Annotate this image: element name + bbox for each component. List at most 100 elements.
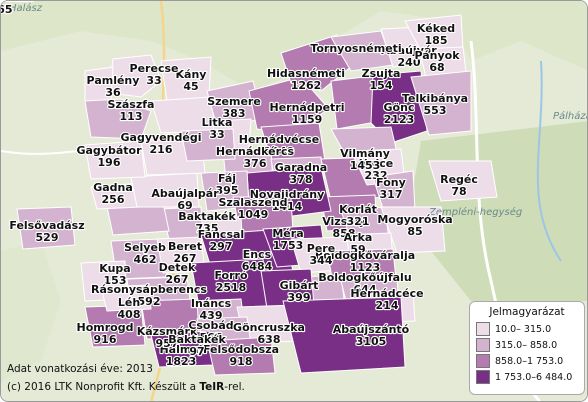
settlement-name-label: Encs <box>243 248 272 261</box>
settlement-value-label: 232 <box>365 169 388 182</box>
region-krasznokvajda[interactable] <box>84 98 152 140</box>
region-felsogagy[interactable] <box>180 128 236 162</box>
settlement-value-label: 462 <box>134 253 157 266</box>
settlement-value-label: 154 <box>370 79 393 92</box>
settlement-value-label: 918 <box>230 355 253 368</box>
settlement-value-label: 321 <box>347 215 370 228</box>
copyright-note: (c) 2016 LTK Nonprofit Kft. Készült a Te… <box>7 381 245 393</box>
settlement-value-label: 376 <box>244 157 267 170</box>
settlement-name-label: Boldogkőváralja <box>315 249 415 262</box>
settlement-value-label: 85 <box>407 225 422 238</box>
settlement-value-label: 68 <box>429 61 444 74</box>
region-gagybator[interactable] <box>84 140 146 180</box>
settlement-value-label: 1414 <box>272 200 303 213</box>
legend-label-3: 858.0–1 753.0 <box>495 355 564 367</box>
settlement-value-label: 383 <box>223 107 246 120</box>
label-palhaza: Pálháza <box>553 110 588 122</box>
region-leh[interactable] <box>100 284 152 312</box>
settlement-value-label: 3105 <box>356 335 387 348</box>
legend-row: 1 753.0–6 484.0 <box>476 369 584 385</box>
settlement-value-label: 256 <box>102 193 125 206</box>
settlement-value-label: 1753 <box>273 239 304 252</box>
settlement-name-label: Gagybátor <box>76 144 142 157</box>
settlement-name-label: Baktakék <box>178 210 236 223</box>
legend-title: Jelmagyarázat <box>489 306 565 318</box>
settlement-name-label: Forró <box>214 269 247 282</box>
settlement-value-label: 1049 <box>264 145 295 158</box>
settlement-name-label: Felsődobsza <box>203 343 279 356</box>
settlement-name-label: Perecse <box>130 62 179 75</box>
legend-swatch-2 <box>476 338 490 352</box>
settlement-name-label: Hernádkércs <box>216 145 295 158</box>
settlement-name-label: Fáj <box>218 172 236 185</box>
settlement-value-label: 185 <box>425 34 448 47</box>
settlement-name-label: Méra <box>272 227 303 240</box>
settlement-value-label: 399 <box>288 291 311 304</box>
region-felsovadasz[interactable] <box>16 206 76 250</box>
label-zemplen: Zempléni-hegység <box>428 206 522 218</box>
settlement-value-label: 113 <box>120 110 143 123</box>
settlement-value-label: 957 <box>156 337 179 350</box>
settlement-name-label: Fony <box>376 176 406 189</box>
copyright-suffix: -rel. <box>224 381 245 393</box>
settlement-name-label: Gagyvendégi <box>121 131 202 144</box>
settlement-name-label: Telkibánya <box>402 92 468 105</box>
settlement-value-label: 553 <box>424 104 447 117</box>
legend-swatch-1 <box>476 322 490 336</box>
region-abaujszanto[interactable] <box>282 296 406 374</box>
legend-label-4: 1 753.0–6 484.0 <box>495 371 573 383</box>
settlement-name-label: Abaújvár <box>381 44 437 57</box>
settlement-value-label: 240 <box>398 56 421 69</box>
settlement-value-label: 644 <box>354 283 377 296</box>
settlement-name-label: Hidasnémeti <box>267 67 345 80</box>
copyright-prefix: (c) 2016 LTK Nonprofit Kft. Készült a <box>7 381 200 393</box>
region-gonc[interactable] <box>370 70 428 144</box>
settlement-name-label: Vizsoly <box>322 215 366 228</box>
settlement-name-label: Baktakék <box>168 333 226 346</box>
region-felsodobsza[interactable] <box>206 336 276 376</box>
settlement-value-label: 735 <box>196 222 219 235</box>
settlement-name-label: Rásonysápberencs <box>91 283 207 296</box>
settlement-value-label: 45 <box>183 80 198 93</box>
settlement-value-label: 69 <box>177 199 192 212</box>
settlement-value-label: 59 <box>350 243 365 256</box>
settlement-value-label: 592 <box>138 295 161 308</box>
settlement-name-label: Abaújszántó <box>333 323 410 336</box>
region-telkibanya[interactable] <box>410 70 472 136</box>
legend-row: 10.0– 315.0 <box>476 321 584 337</box>
label-halasz: Halász <box>9 2 43 14</box>
basemap-river <box>536 60 562 262</box>
settlement-value-label: 153 <box>104 274 127 287</box>
settlement-name-label: Kány <box>176 68 207 81</box>
settlement-name-label: Kázsmárk <box>137 325 198 338</box>
settlement-value-label: 378 <box>290 173 313 186</box>
settlement-value-label: 2518 <box>216 281 247 294</box>
settlement-name-label: Fancsal <box>198 228 244 241</box>
settlement-name-label: Regéc <box>440 173 478 186</box>
settlement-name-label: Boldogkőújfalu <box>318 271 411 284</box>
settlement-value-label: 1453 <box>350 159 381 172</box>
region-regec[interactable] <box>428 160 498 202</box>
settlement-name-label: Homrogd <box>77 321 134 334</box>
settlement-value-label: 297 <box>210 240 233 253</box>
settlement-name-label: Pere <box>307 242 335 255</box>
settlement-name-label: Arka <box>344 231 373 244</box>
settlement-value-label: 317 <box>380 188 403 201</box>
legend-label-1: 10.0– 315.0 <box>495 323 552 335</box>
settlement-name-label: Szászfa <box>108 98 155 111</box>
settlement-name-label: Korlát <box>339 203 377 216</box>
region-hidasnemeti[interactable] <box>280 34 354 92</box>
settlement-name-label: Litka <box>202 116 233 129</box>
settlement-value-label: 1262 <box>291 79 322 92</box>
settlement-value-label: 214 <box>376 299 399 312</box>
settlement-name-label: Hernádcéce <box>350 287 423 300</box>
settlement-value-label: 2123 <box>384 113 415 126</box>
settlement-name-label: Ináncs <box>191 297 232 310</box>
settlement-name-label: Tornyosnémeti <box>310 42 401 55</box>
settlement-name-label: Pamlény <box>87 74 140 87</box>
settlement-value-label: 439 <box>200 309 223 322</box>
settlement-name-label: Zsujta <box>362 67 401 80</box>
settlement-name-label: Gönc <box>384 101 415 114</box>
settlement-value-label: 33 <box>209 128 224 141</box>
